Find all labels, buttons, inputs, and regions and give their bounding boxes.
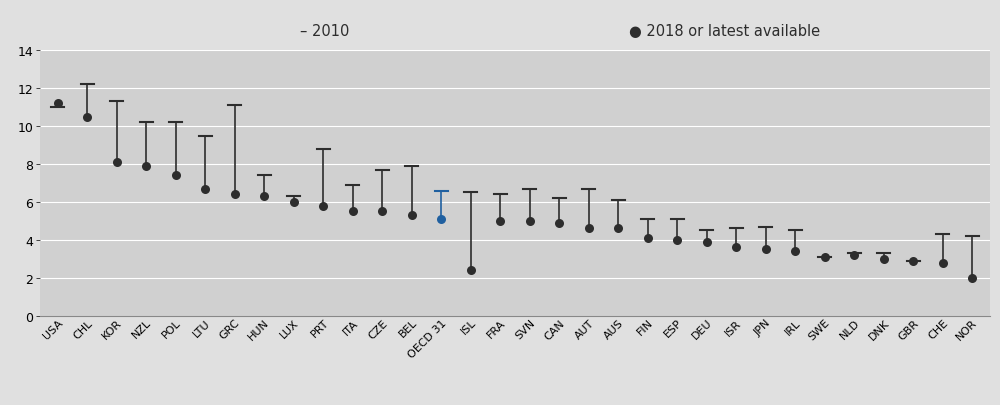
Text: ● 2018 or latest available: ● 2018 or latest available (629, 24, 820, 39)
Text: – 2010: – 2010 (300, 24, 350, 39)
